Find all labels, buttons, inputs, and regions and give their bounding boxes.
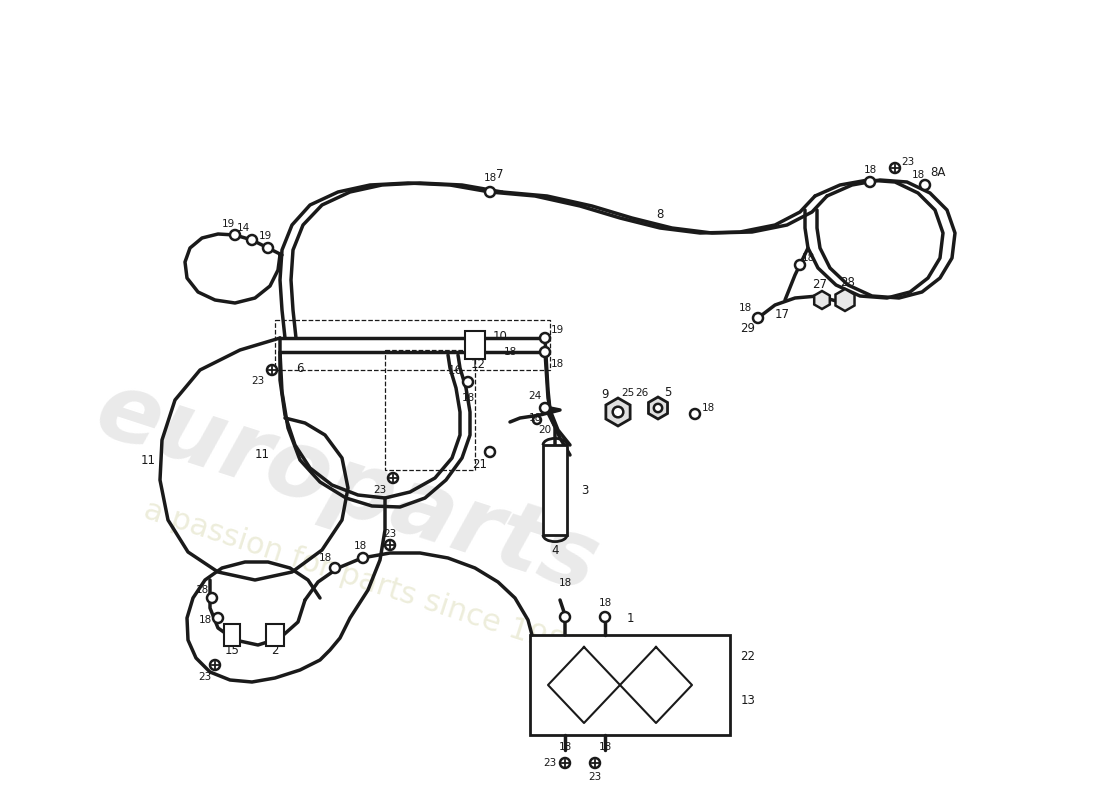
Text: 19: 19 [258, 231, 272, 241]
Text: 18: 18 [461, 393, 474, 403]
Text: 18: 18 [483, 173, 496, 183]
Text: 9: 9 [602, 389, 608, 402]
Polygon shape [836, 289, 855, 311]
Circle shape [920, 180, 929, 190]
Bar [465, 331, 485, 359]
Bar [224, 624, 240, 646]
Text: 28: 28 [840, 277, 856, 290]
Polygon shape [814, 291, 829, 309]
Text: 13: 13 [740, 694, 756, 706]
Text: 6: 6 [296, 362, 304, 374]
Circle shape [890, 163, 900, 173]
Text: 23: 23 [901, 157, 914, 167]
Text: 19: 19 [550, 325, 563, 335]
Text: 11: 11 [254, 449, 270, 462]
Text: 12: 12 [471, 358, 485, 371]
Bar [543, 445, 566, 535]
Text: 23: 23 [198, 672, 211, 682]
Text: 23: 23 [252, 376, 265, 386]
Text: 3: 3 [581, 483, 589, 497]
Text: europarts: europarts [85, 363, 611, 613]
Circle shape [613, 406, 624, 418]
Bar [266, 624, 284, 646]
Circle shape [534, 416, 541, 424]
Text: 18: 18 [598, 742, 612, 752]
Text: 16: 16 [448, 363, 462, 377]
Circle shape [385, 540, 395, 550]
Text: 18: 18 [912, 170, 925, 180]
Circle shape [540, 347, 550, 357]
Text: 5: 5 [664, 386, 672, 399]
Circle shape [267, 365, 277, 375]
Text: 23: 23 [543, 758, 557, 768]
Text: 18: 18 [353, 541, 366, 551]
Text: 10: 10 [493, 330, 507, 343]
Circle shape [560, 612, 570, 622]
Circle shape [600, 612, 610, 622]
Text: 18: 18 [198, 615, 211, 625]
Text: 2: 2 [272, 643, 278, 657]
Circle shape [463, 377, 473, 387]
Text: 23: 23 [384, 529, 397, 539]
Text: 23: 23 [588, 772, 602, 782]
Circle shape [795, 260, 805, 270]
Text: 18: 18 [702, 403, 715, 413]
Text: 18: 18 [550, 359, 563, 369]
Circle shape [330, 563, 340, 573]
Text: 18: 18 [802, 253, 815, 263]
Circle shape [230, 230, 240, 240]
Circle shape [485, 187, 495, 197]
Polygon shape [606, 398, 630, 426]
Text: 23: 23 [373, 485, 386, 495]
Text: 18: 18 [864, 165, 877, 175]
Circle shape [485, 447, 495, 457]
Text: 18: 18 [196, 585, 209, 595]
Text: 8: 8 [657, 209, 663, 222]
Circle shape [540, 333, 550, 343]
Text: 15: 15 [224, 643, 240, 657]
Text: a passion for parts since 1985: a passion for parts since 1985 [140, 495, 587, 665]
Circle shape [540, 403, 550, 413]
Circle shape [560, 758, 570, 768]
Circle shape [207, 593, 217, 603]
Text: 14: 14 [236, 223, 250, 233]
Text: 22: 22 [740, 650, 756, 663]
Circle shape [590, 758, 600, 768]
Text: 18: 18 [598, 598, 612, 608]
Text: 18: 18 [559, 578, 572, 588]
Circle shape [865, 177, 874, 187]
Circle shape [653, 404, 662, 412]
Text: 26: 26 [636, 388, 649, 398]
Text: 27: 27 [813, 278, 827, 291]
Text: 4: 4 [551, 545, 559, 558]
Text: 21: 21 [473, 458, 487, 471]
Text: 29: 29 [740, 322, 756, 334]
Text: 18: 18 [559, 742, 572, 752]
Text: 24: 24 [528, 391, 541, 401]
Text: 19: 19 [221, 219, 234, 229]
Circle shape [248, 235, 257, 245]
Text: 25: 25 [621, 388, 635, 398]
Text: 8A: 8A [931, 166, 946, 178]
Circle shape [358, 553, 368, 563]
Circle shape [690, 409, 700, 419]
Text: 18: 18 [318, 553, 331, 563]
Text: 17: 17 [774, 307, 790, 321]
Text: 1: 1 [626, 613, 634, 626]
Text: 18: 18 [528, 413, 541, 423]
Bar [530, 635, 730, 735]
Circle shape [388, 473, 398, 483]
Text: 18: 18 [738, 303, 751, 313]
Text: 18: 18 [504, 347, 517, 357]
Circle shape [213, 613, 223, 623]
Text: 11: 11 [141, 454, 155, 466]
Circle shape [210, 660, 220, 670]
Polygon shape [649, 397, 668, 419]
Circle shape [754, 313, 763, 323]
Text: 20: 20 [538, 425, 551, 435]
Text: 7: 7 [496, 169, 504, 182]
Circle shape [263, 243, 273, 253]
